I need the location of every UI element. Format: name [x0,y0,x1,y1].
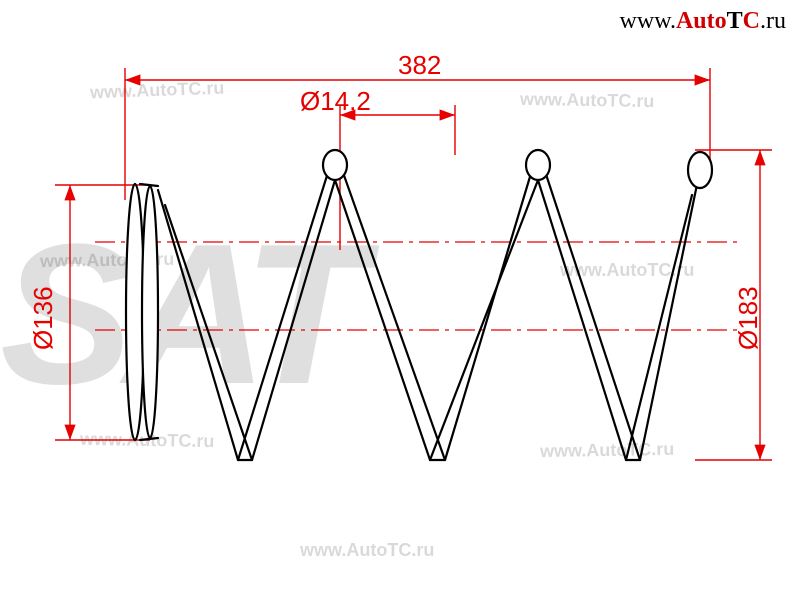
label-d-left: Ø136 [28,286,59,350]
spring [126,150,712,460]
drawing-svg [0,0,800,600]
diagram-container: SAT www.AutoTC.ru www.AutoTC.ru www.Auto… [0,0,800,600]
dim-wire [340,105,455,250]
label-d-right: Ø183 [733,286,764,350]
label-length: 382 [398,50,441,81]
label-wire: Ø14.2 [300,86,371,117]
dim-length [125,68,710,200]
